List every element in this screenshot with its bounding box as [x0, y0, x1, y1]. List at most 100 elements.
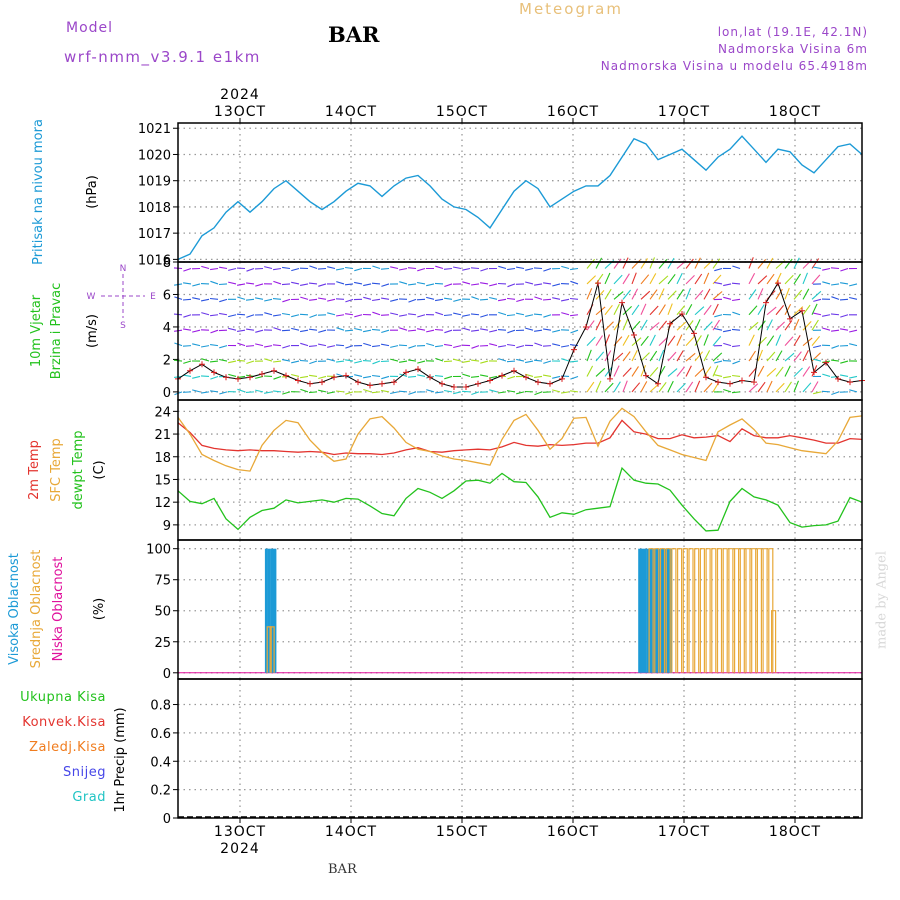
wind-speed-marker — [727, 380, 733, 387]
wind-barb — [552, 283, 561, 287]
cloud-bar-high — [270, 548, 274, 673]
wind-barb — [813, 391, 822, 395]
wind-barb — [408, 298, 417, 303]
wind-barb — [802, 350, 809, 362]
wind-barb — [766, 335, 775, 346]
wind-barb — [631, 382, 641, 393]
wind-barb — [299, 359, 309, 362]
wind-barb — [731, 391, 741, 394]
wind-barb — [840, 314, 849, 318]
wind-barb — [667, 303, 673, 315]
wind-barb — [371, 391, 381, 394]
year-label-bottom: 2024 — [220, 841, 260, 857]
product-title: Meteogram — [519, 0, 623, 18]
wind-barb — [417, 314, 426, 318]
wind-barb — [300, 342, 309, 347]
wind-speed-marker — [751, 379, 757, 386]
wind-barb — [685, 336, 695, 346]
ytick-label: 1020 — [138, 148, 171, 163]
wind-barb — [714, 267, 723, 272]
wind-barb — [408, 391, 417, 395]
wind-barb — [489, 283, 498, 287]
wind-barb — [309, 314, 318, 319]
wind-barb — [201, 358, 210, 362]
coords-label: lon,lat (19.1E, 42.1N) — [717, 25, 868, 39]
wind-barb — [426, 329, 435, 333]
cloud-bar-mid — [762, 548, 768, 673]
wind-barb — [435, 345, 444, 348]
xtick-label-bottom: 13OCT — [214, 824, 266, 840]
wind-barb — [498, 391, 507, 394]
ytick-label: 24 — [154, 405, 171, 420]
wind-speed-marker — [655, 380, 661, 387]
wind-barb — [426, 296, 435, 300]
ytick-label: 50 — [154, 605, 171, 620]
wind-barb — [228, 314, 237, 318]
wind-barb — [372, 374, 381, 378]
wind-barb — [731, 328, 741, 331]
wind-barb — [480, 282, 489, 285]
wind-barb — [543, 282, 552, 285]
wind-barb — [372, 311, 381, 316]
wind-barb — [516, 358, 525, 362]
wind-barb — [811, 381, 819, 393]
wind-barb — [631, 320, 641, 331]
wind-barb — [282, 345, 291, 349]
cloud-bar-mid — [711, 548, 717, 673]
ytick-label: 75 — [154, 574, 171, 589]
ytick-label: 1021 — [138, 122, 171, 137]
wind-barb — [658, 288, 665, 300]
cloud-bar-mid — [751, 548, 757, 673]
wind-barb — [831, 283, 840, 286]
cloud-bar-high — [638, 548, 642, 673]
wind-barb — [840, 267, 849, 272]
wind-barb — [534, 342, 543, 347]
wind-barb — [667, 351, 677, 362]
wind-barb — [183, 360, 192, 364]
wind-barb — [317, 343, 327, 347]
wind-barb — [712, 258, 721, 269]
precip-legend-item: Ukupna Kisa — [20, 690, 106, 705]
wind-speed-marker — [511, 367, 517, 374]
wind-barb — [201, 312, 210, 316]
wind-barb — [667, 368, 678, 377]
wind-barb — [417, 281, 426, 285]
wind-barb — [291, 281, 300, 285]
wind-barb — [228, 281, 237, 285]
wind-barb — [561, 391, 570, 394]
wind-barb — [336, 314, 345, 317]
ytick-label: 25 — [154, 636, 171, 651]
ylabel-temp-2m: 2m Temp — [27, 440, 42, 500]
wind-barb — [408, 345, 417, 349]
wind-barb — [586, 365, 594, 377]
wind-barb — [444, 389, 453, 393]
wind-barb — [480, 328, 489, 331]
wind-barb — [595, 335, 603, 346]
wind-barb — [685, 258, 694, 269]
wind-speed-marker — [427, 374, 433, 381]
wind-barb — [622, 318, 629, 331]
wind-barb — [561, 345, 570, 348]
wind-barb — [694, 367, 704, 377]
cloud-bar-high — [641, 548, 644, 673]
ylabel-pressure: Pritisak na nivou mora — [31, 119, 46, 265]
cloud-bar-mid — [694, 548, 700, 673]
wind-barb — [822, 327, 831, 331]
wind-barb — [723, 388, 732, 393]
wind-barb — [309, 374, 318, 378]
wind-barb — [264, 391, 273, 394]
wind-barb — [676, 383, 686, 393]
wind-barb — [300, 375, 309, 379]
ytick-label: 0.4 — [150, 755, 171, 770]
wind-speed-marker — [307, 380, 313, 387]
wind-barb — [757, 288, 764, 300]
wind-barb — [210, 329, 219, 334]
wind-barb — [299, 283, 309, 286]
wind-barb — [371, 282, 381, 285]
wind-barb — [793, 306, 804, 316]
wind-barb — [497, 329, 507, 331]
wind-barb — [219, 391, 228, 395]
wind-barb — [218, 283, 228, 286]
precip-legend-item: Konvek.Kisa — [22, 715, 106, 730]
wind-speed-marker — [247, 374, 253, 381]
